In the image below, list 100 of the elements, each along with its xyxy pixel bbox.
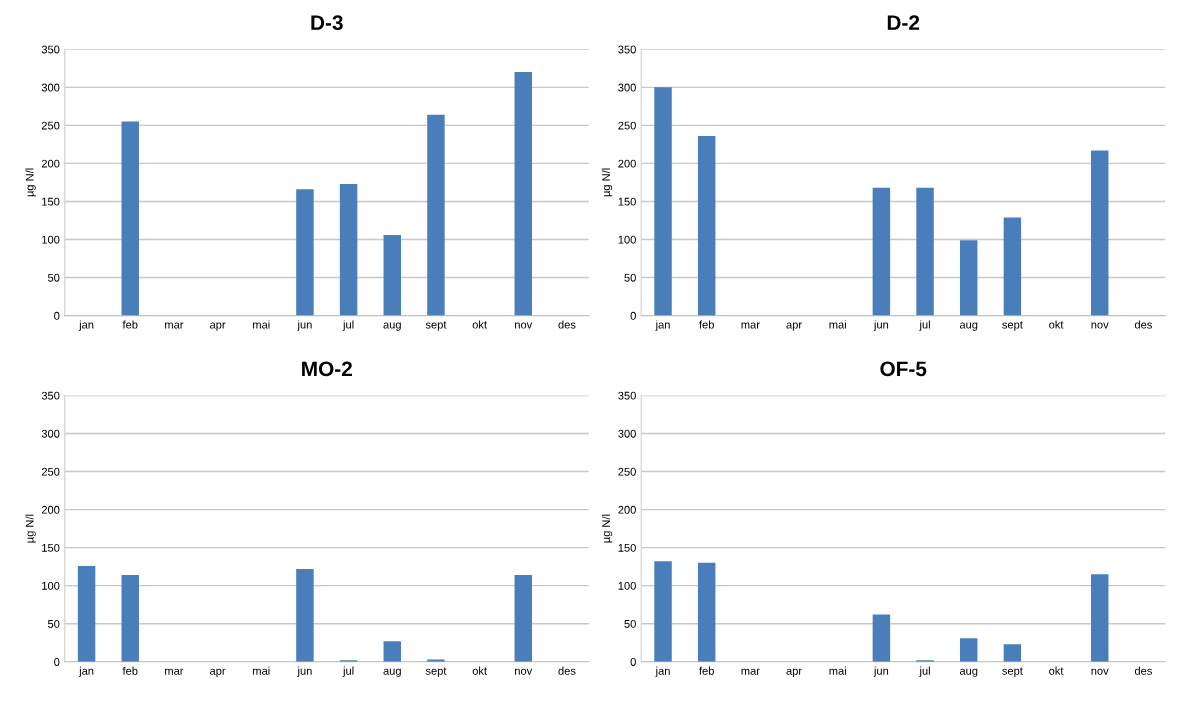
y-tick-label: 350 [41,391,60,400]
x-tick-label: sept [425,321,447,331]
y-tick-label: 300 [618,429,636,438]
bar [654,561,672,662]
x-tick-label: okt [1049,320,1064,329]
y-tick-label: 200 [41,505,60,514]
x-tick-label: mar [741,668,760,675]
x-tick-label: jan [655,320,670,331]
y-axis-title: µg N/l [25,168,36,197]
bar [514,575,533,662]
x-tick-label: feb [699,320,714,329]
bar [514,72,533,316]
x-tick-label: des [558,666,576,675]
x-tick-label: jul [919,320,930,331]
y-tick-label: 250 [618,121,636,130]
x-tick-label: des [1134,666,1152,675]
x-tick-label: jul [342,320,354,331]
bar [697,136,716,316]
bar [296,568,314,662]
y-tick-label: 50 [47,273,60,282]
x-tick-label: apr [786,668,802,677]
bar [121,575,139,662]
x-tick-label: okt [1049,666,1064,675]
x-tick-label: jun [297,666,312,677]
x-tick-label: apr [210,322,226,331]
x-tick-label: jan [655,666,670,677]
bar [872,614,891,662]
x-tick-label: des [558,320,576,329]
y-axis-title: µg N/l [25,514,36,543]
bar [121,121,139,316]
bar [654,87,672,316]
y-tick-label: 300 [41,83,60,92]
chart-title: OF-5 [880,361,927,377]
x-tick-label: nov [1091,668,1109,675]
x-tick-label: apr [786,322,802,331]
x-tick-label: des [1134,320,1152,329]
bar [1003,644,1022,662]
x-tick-label: aug [383,322,401,331]
x-tick-label: feb [122,320,138,329]
bar [1090,150,1109,316]
y-tick-label: 300 [618,83,636,92]
chart-title: MO-2 [302,361,352,377]
x-tick-label: nov [1091,322,1109,329]
bar [296,189,314,316]
x-tick-label: mai [253,320,270,329]
y-tick-label: 150 [618,543,636,552]
y-tick-label: 100 [618,581,636,590]
y-tick-label: 250 [618,467,636,476]
y-tick-label: 100 [42,235,60,244]
bar [77,565,96,662]
x-tick-label: mar [165,322,184,329]
x-tick-label: apr [210,668,226,677]
y-tick-label: 50 [624,619,636,628]
bar [959,638,978,662]
y-tick-label: 150 [42,543,60,552]
x-tick-label: sept [425,667,447,677]
x-tick-label: okt [472,320,487,329]
y-axis-title: µg N/l [601,514,613,543]
chart-title: D-3 [311,15,343,31]
y-tick-label: 50 [47,619,60,628]
x-tick-label: jun [873,320,889,331]
x-tick-label: sept [1002,321,1023,331]
bar [427,114,445,316]
y-tick-label: 200 [41,159,60,168]
y-tick-label: 350 [618,391,636,400]
x-tick-label: mar [165,668,184,675]
bar [1003,217,1022,316]
bar [916,187,934,316]
x-tick-label: nov [515,322,533,329]
bar [697,562,716,662]
y-tick-label: 50 [624,273,636,282]
x-tick-label: jan [78,666,94,677]
y-tick-label: 0 [630,658,636,666]
y-tick-label: 0 [54,658,60,666]
y-tick-label: 350 [41,45,60,54]
y-tick-label: 200 [618,505,636,514]
y-axis-title: µg N/l [601,168,613,197]
y-tick-label: 250 [41,467,60,476]
x-tick-label: aug [959,668,978,677]
y-tick-label: 350 [618,45,636,54]
x-tick-label: mar [741,322,760,329]
y-tick-label: 300 [41,429,60,438]
x-tick-label: feb [699,666,714,675]
x-tick-label: sept [1002,667,1023,677]
x-tick-label: aug [959,322,978,331]
x-tick-label: mai [253,666,270,675]
x-tick-label: feb [122,666,138,675]
y-tick-label: 100 [618,235,636,244]
y-tick-label: 150 [618,197,636,206]
y-tick-label: 0 [54,311,60,320]
bar [383,234,401,316]
y-tick-label: 100 [42,581,60,590]
x-tick-label: jul [342,666,354,677]
bar [339,183,358,316]
x-tick-label: mai [829,666,846,675]
bar [872,187,891,316]
y-tick-label: 250 [41,121,60,130]
bar [383,641,401,662]
x-tick-label: jan [78,320,94,331]
x-tick-label: okt [472,666,487,675]
